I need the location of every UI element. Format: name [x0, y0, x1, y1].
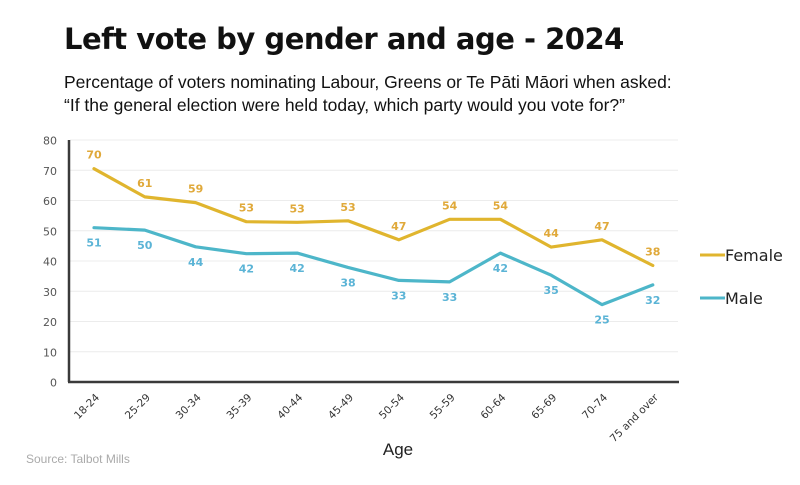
chart-title: Left vote by gender and age - 2024: [64, 22, 624, 56]
x-axis-title: Age: [383, 440, 413, 459]
data-label-female: 59: [188, 183, 203, 196]
data-label-male: 42: [239, 263, 254, 276]
y-tick-label: 10: [43, 346, 57, 359]
y-tick-label: 60: [43, 195, 57, 208]
data-label-female: 47: [391, 220, 406, 233]
x-axis-ticks: 18-24 25-29 30-34 35-39 40-44 45-49 50-54 55-59…: [72, 391, 661, 445]
legend-label-female: Female: [725, 246, 783, 265]
y-tick-label: 0: [50, 377, 57, 390]
series-lines: [92, 167, 655, 307]
x-tick-label: 25-29: [123, 392, 153, 422]
data-label-male: 44: [188, 256, 204, 269]
y-tick-label: 20: [43, 316, 57, 329]
series-line-male: [92, 226, 655, 307]
data-label-male: 32: [645, 294, 660, 307]
gridlines: [70, 139, 678, 353]
data-label-female: 70: [86, 149, 102, 162]
data-label-male: 42: [290, 262, 305, 275]
data-label-male: 33: [391, 289, 406, 302]
data-label-female: 61: [137, 177, 152, 190]
data-label-female: 53: [290, 202, 305, 215]
data-label-female: 53: [239, 202, 254, 215]
data-labels: 70 61 59 53 53 53 47 54 54 44 47 38 51 50 44 42 42 38 33 33…: [86, 149, 660, 327]
x-tick-label: 70-74: [580, 391, 610, 421]
y-tick-label: 70: [43, 165, 57, 178]
chart-subtitle: Percentage of voters nominating Labour, …: [64, 71, 672, 117]
x-tick-label: 45-49: [326, 392, 356, 422]
x-tick-label: 30-34: [174, 391, 204, 421]
x-tick-label: 75 and over: [608, 391, 662, 445]
y-tick-label: 30: [43, 286, 57, 299]
data-label-female: 54: [442, 199, 458, 212]
data-label-female: 38: [645, 246, 660, 259]
data-label-male: 51: [86, 237, 101, 250]
legend-label-male: Male: [725, 289, 763, 308]
source-note: Source: Talbot Mills: [26, 452, 130, 466]
x-tick-label: 55-59: [428, 392, 458, 422]
data-label-female: 47: [594, 220, 609, 233]
data-label-female: 44: [544, 227, 560, 240]
data-label-female: 53: [340, 201, 355, 214]
y-tick-label: 40: [43, 256, 57, 269]
legend: Female Male: [700, 246, 783, 308]
x-tick-label: 35-39: [224, 392, 254, 422]
y-tick-label: 80: [43, 135, 57, 148]
y-axis-ticks: 0 10 20 30 40 50 60 70 80: [43, 135, 57, 390]
data-label-female: 54: [493, 199, 509, 212]
data-label-male: 35: [544, 284, 559, 297]
data-label-male: 25: [594, 314, 609, 327]
data-label-male: 38: [340, 276, 355, 289]
data-label-male: 33: [442, 291, 457, 304]
subtitle-line-1: Percentage of voters nominating Labour, …: [64, 72, 672, 92]
x-tick-label: 50-54: [377, 391, 407, 421]
subtitle-line-2: “If the general election were held today…: [64, 95, 625, 115]
data-label-male: 50: [137, 239, 153, 252]
series-line-female: [92, 167, 655, 268]
x-tick-label: 65-69: [529, 392, 559, 422]
data-label-male: 42: [493, 262, 508, 275]
y-tick-label: 50: [43, 225, 57, 238]
x-tick-label: 40-44: [275, 391, 305, 421]
x-tick-label: 18-24: [72, 391, 102, 421]
x-tick-label: 60-64: [478, 391, 508, 421]
